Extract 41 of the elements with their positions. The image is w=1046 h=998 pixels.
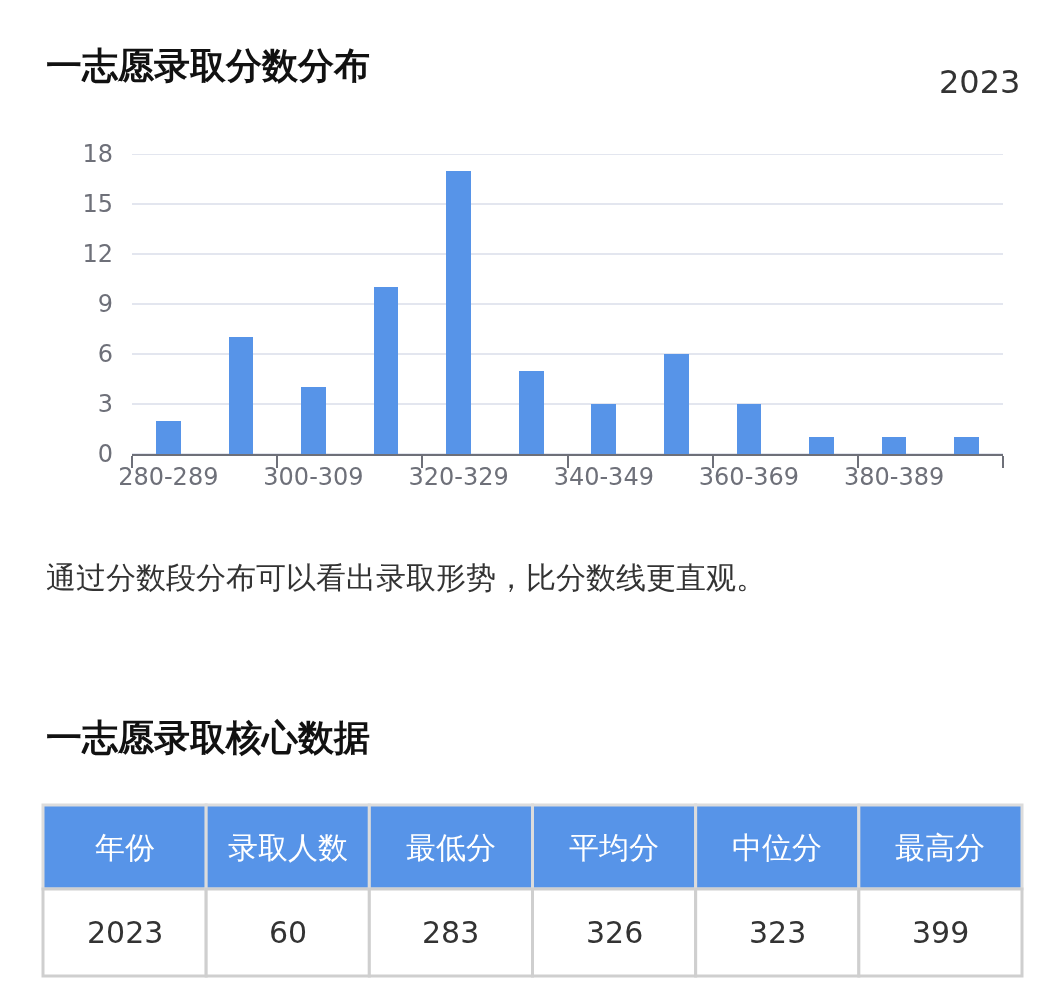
data-label: 283 bbox=[422, 915, 480, 950]
y-tick-label: 3 bbox=[97, 390, 113, 419]
y-tick-label: 18 bbox=[82, 140, 113, 169]
bar bbox=[156, 421, 181, 454]
bar bbox=[374, 287, 398, 454]
y-tick-label: 15 bbox=[82, 190, 113, 219]
chart-title: 一志愿录取分数分布 bbox=[46, 45, 370, 86]
category-label: 年份 bbox=[95, 830, 155, 865]
category-label: 中位分 bbox=[732, 830, 822, 865]
bar bbox=[954, 437, 979, 454]
chart-subtitle: 2023 bbox=[939, 63, 1021, 101]
y-tick-label: 0 bbox=[97, 440, 113, 469]
bar bbox=[446, 171, 471, 454]
bar bbox=[737, 404, 761, 454]
bar bbox=[591, 404, 616, 454]
bar bbox=[809, 437, 834, 454]
category-label: 最高分 bbox=[895, 830, 985, 865]
bar bbox=[301, 387, 326, 454]
bar bbox=[519, 371, 544, 454]
x-tick-label: 340-349 bbox=[553, 462, 654, 491]
text: 通过分数段分布可以看出录取形势，比分数线更直观。 bbox=[46, 560, 766, 595]
y-tick-label: 6 bbox=[97, 340, 113, 369]
data-label: 60 bbox=[269, 915, 308, 950]
bar bbox=[229, 337, 253, 454]
y-tick-label: 12 bbox=[82, 240, 113, 269]
x-tick-label: 280-289 bbox=[118, 462, 219, 491]
data-label: 323 bbox=[749, 915, 807, 950]
data-label: 326 bbox=[586, 915, 644, 950]
bar bbox=[664, 354, 689, 454]
y-tick-label: 9 bbox=[97, 290, 113, 319]
category-label: 最低分 bbox=[406, 830, 496, 865]
x-tick-label: 360-369 bbox=[698, 462, 800, 491]
x-tick-label: 320-329 bbox=[408, 462, 509, 491]
data-label: 399 bbox=[912, 915, 970, 950]
bar bbox=[882, 437, 906, 454]
category-label: 平均分 bbox=[569, 830, 659, 865]
text: 一志愿录取核心数据 bbox=[46, 717, 370, 758]
x-tick-label: 300-309 bbox=[263, 462, 364, 491]
data-label: 2023 bbox=[87, 915, 164, 950]
x-tick-label: 380-389 bbox=[843, 462, 945, 491]
category-label: 录取人数 bbox=[228, 830, 348, 865]
